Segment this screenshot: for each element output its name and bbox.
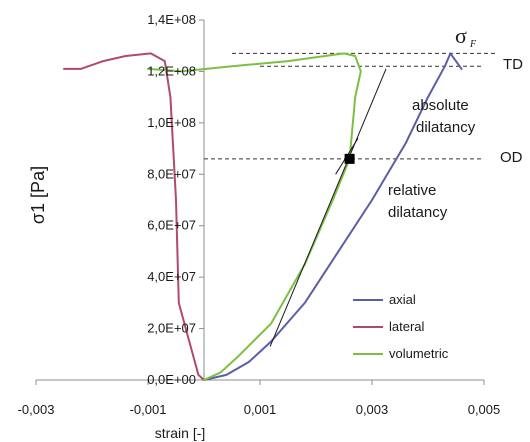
x-tick-label: 0,001 — [244, 402, 277, 417]
x-tick-label: -0,003 — [18, 402, 55, 417]
axes — [35, 19, 485, 385]
relative-dilatancy-line2: dilatancy — [388, 204, 448, 221]
absolute-dilatancy-line1: absolute — [412, 97, 469, 114]
reference-lines — [204, 52, 498, 160]
y-tick-label: 1,2E+08 — [147, 63, 196, 78]
tangent-lines — [269, 68, 387, 347]
od-marker — [344, 153, 355, 164]
y-tick-label: 6,0E+07 — [147, 218, 196, 233]
x-tick-label: 0,003 — [356, 402, 389, 417]
x-tick-label: 0,005 — [468, 402, 501, 417]
series-line-lateral — [63, 52, 205, 381]
y-tick-label: 4,0E+07 — [147, 269, 196, 284]
x-axis-title: strain [-] — [155, 425, 206, 441]
legend-label-lateral: lateral — [389, 319, 425, 334]
y-tick-label: 1,0E+08 — [147, 115, 196, 130]
od-label: OD — [500, 149, 523, 166]
series-line-axial — [203, 52, 463, 381]
sigma-f-symbol: σ — [455, 23, 467, 48]
series-lines — [63, 52, 463, 381]
y-axis-title: σ1 [Pa] — [28, 166, 48, 224]
y-tick-label: 0,0E+00 — [147, 372, 196, 387]
legend-label-axial: axial — [389, 292, 416, 307]
legend-label-volumetric: volumetric — [389, 346, 449, 361]
y-tick-label: 1,4E+08 — [147, 12, 196, 27]
series-line-volumetric — [147, 52, 362, 381]
absolute-dilatancy-line2: dilatancy — [416, 119, 476, 136]
od-marker-group — [344, 153, 355, 164]
relative-dilatancy-line1: relative — [388, 182, 436, 199]
x-tick-label: -0,001 — [130, 402, 167, 417]
y-tick-label: 8,0E+07 — [147, 166, 196, 181]
tick-labels: -0,003 -0,001 0,001 0,003 0,005 0,0E+00 2,0E+0… — [18, 12, 501, 417]
tangent-line — [269, 68, 387, 347]
td-label: TD — [503, 56, 523, 73]
y-tick-label: 2,0E+07 — [147, 321, 196, 336]
sigma-f-label: σ F — [455, 23, 477, 50]
sigma-f-subscript: F — [469, 39, 477, 50]
legend: axial lateral volumetric — [353, 292, 449, 361]
